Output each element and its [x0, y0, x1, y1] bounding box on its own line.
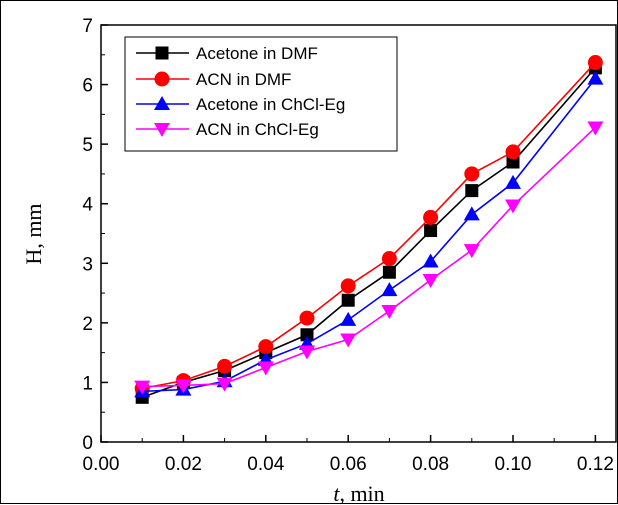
data-point	[587, 55, 603, 71]
data-point	[340, 311, 357, 326]
y-tick-label: 1	[82, 373, 93, 394]
data-point	[341, 293, 355, 307]
legend-entry: ACN in DMF	[136, 70, 291, 89]
data-point	[505, 144, 521, 160]
y-tick-label: 4	[82, 195, 93, 216]
data-point	[424, 224, 438, 238]
legend-label: ACN in DMF	[196, 70, 291, 89]
data-point	[340, 278, 356, 294]
data-point	[587, 121, 604, 136]
data-point	[463, 206, 480, 221]
y-tick-label: 5	[82, 135, 93, 156]
x-axis-title: t, min	[333, 481, 384, 505]
legend-marker	[154, 71, 170, 87]
data-point	[422, 253, 439, 268]
data-point	[381, 304, 398, 319]
legend-label: Acetone in DMF	[196, 44, 318, 63]
data-point	[299, 310, 315, 326]
data-point	[505, 199, 521, 214]
data-point	[299, 345, 315, 360]
data-series	[134, 55, 604, 404]
y-tick-label: 2	[82, 314, 93, 335]
legend-label: Acetone in ChCl-Eg	[196, 95, 345, 114]
data-point	[381, 282, 398, 297]
data-point	[506, 155, 520, 169]
series-3	[134, 121, 604, 395]
legend-marker	[154, 123, 170, 137]
y-tick-label: 0	[82, 433, 93, 454]
data-point	[463, 244, 480, 259]
data-point	[300, 328, 314, 342]
x-tick-label: 0.12	[577, 454, 614, 475]
data-point	[423, 209, 439, 225]
x-tick-label: 0.04	[247, 454, 284, 475]
data-point	[175, 379, 192, 394]
data-point	[382, 265, 396, 279]
legend-marker	[154, 96, 170, 110]
data-point	[464, 166, 480, 182]
x-tick-label: 0.08	[412, 454, 449, 475]
y-tick-label: 7	[82, 16, 93, 37]
x-tick-label: 0.00	[83, 454, 120, 475]
data-point	[257, 361, 274, 376]
y-axis: 0 1 2 3 4 5 6 7	[82, 16, 108, 454]
x-axis: 0.00 0.02 0.04 0.06 0.08 0.10 0.12	[83, 435, 614, 475]
legend-marker	[155, 46, 169, 60]
y-tick-label: 6	[82, 76, 93, 97]
data-point	[422, 273, 439, 288]
x-tick-label: 0.02	[165, 454, 202, 475]
y-tick-label: 3	[82, 254, 93, 275]
data-point	[340, 333, 357, 348]
data-point	[217, 358, 233, 374]
legend-entry: Acetone in ChCl-Eg	[136, 95, 345, 114]
legend-entry: Acetone in DMF	[136, 44, 318, 63]
data-point	[505, 174, 521, 189]
legend-label: ACN in ChCl-Eg	[196, 120, 319, 139]
x-tick-label: 0.06	[330, 454, 367, 475]
x-tick-label: 0.10	[495, 454, 532, 475]
legend-entry: ACN in ChCl-Eg	[136, 120, 319, 139]
y-axis-title: H, mm	[21, 203, 46, 264]
data-point	[216, 377, 233, 392]
x-axis-variable: t	[333, 481, 340, 505]
data-point	[258, 339, 274, 355]
legend-box	[124, 36, 398, 152]
x-axis-unit: , min	[339, 481, 384, 505]
data-point	[381, 251, 397, 267]
data-point	[134, 380, 151, 395]
series-line	[142, 126, 596, 388]
data-point	[587, 70, 604, 85]
legend: Acetone in DMF ACN in DMF Acetone in ChCl-…	[124, 36, 398, 152]
data-point	[465, 184, 479, 198]
